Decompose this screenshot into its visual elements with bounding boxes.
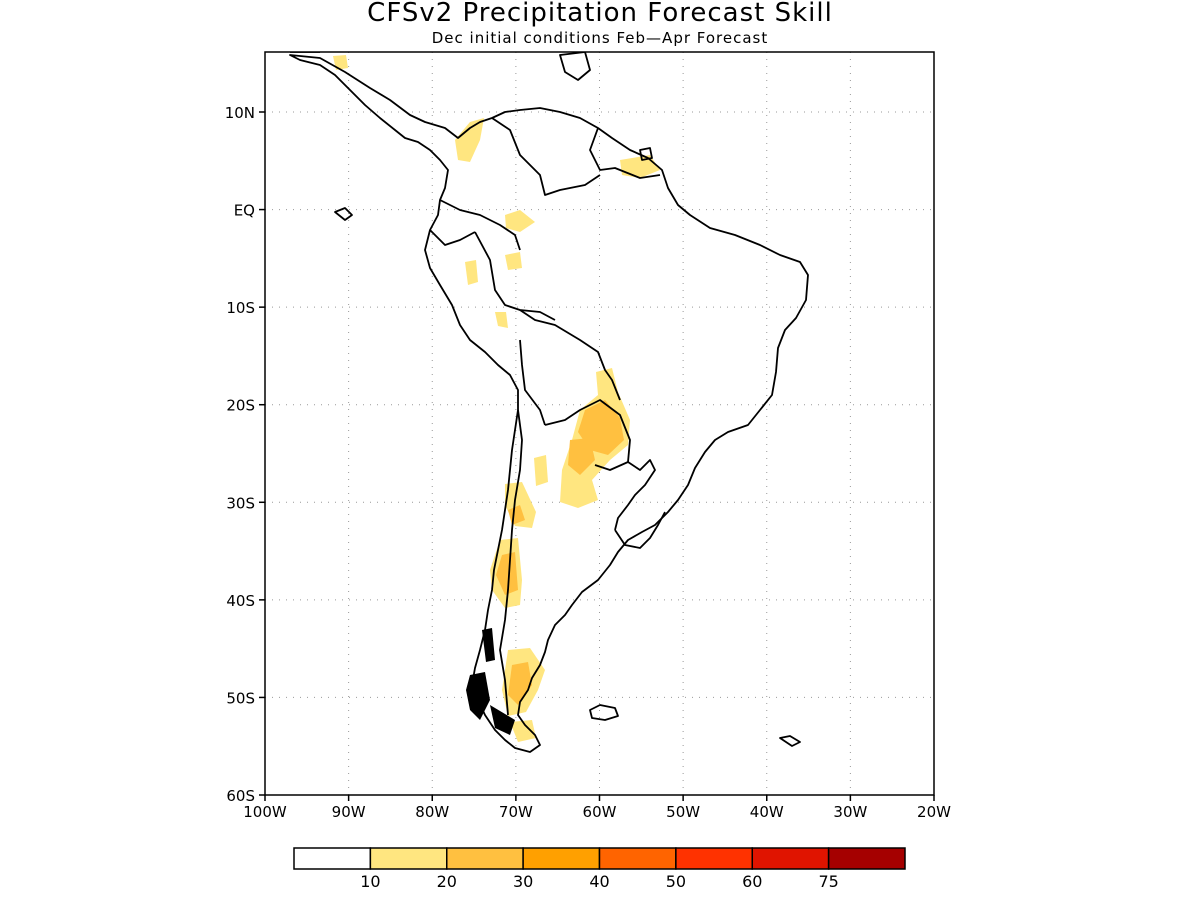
border-bolivia bbox=[519, 309, 621, 401]
colorbar-label: 30 bbox=[513, 872, 533, 891]
caribbean-islands bbox=[559, 52, 591, 81]
chart-title: CFSv2 Precipitation Forecast Skill bbox=[367, 0, 833, 28]
lat-tick-labels: 10N EQ 10S 20S 30S 40S 50S 60S bbox=[225, 104, 265, 805]
colorbar-swatch bbox=[293, 847, 372, 870]
coastline bbox=[289, 52, 809, 753]
lon-tick-label: 50W bbox=[666, 803, 700, 821]
colorbar-swatch bbox=[522, 847, 601, 870]
border-uruguay bbox=[614, 511, 666, 549]
colorbar-swatch bbox=[675, 847, 753, 870]
border-colombia-venezuela bbox=[491, 117, 601, 196]
skill-area-guiana bbox=[620, 155, 660, 178]
lat-tick-label: 40S bbox=[226, 592, 255, 610]
colorbar-label: 50 bbox=[666, 872, 686, 891]
border-chile-argentina bbox=[499, 409, 523, 716]
lon-tick-label: 60W bbox=[583, 803, 617, 821]
border-paraguay bbox=[544, 399, 631, 471]
lat-tick-label: 20S bbox=[226, 397, 255, 415]
skill-area-amazon-2 bbox=[505, 252, 522, 270]
lon-tick-label: 30W bbox=[833, 803, 867, 821]
colorbar-label: 60 bbox=[742, 872, 762, 891]
lon-tick-label: 100W bbox=[243, 803, 287, 821]
colorbar-label: 40 bbox=[589, 872, 609, 891]
lon-tick-labels: 100W 90W 80W 70W 60W 50W 40W 30W 20W bbox=[243, 795, 951, 821]
lat-tick-label: 60S bbox=[226, 787, 255, 805]
colorbar-label: 20 bbox=[437, 872, 457, 891]
border-guianas bbox=[589, 127, 661, 179]
colorbar-swatch bbox=[598, 847, 677, 870]
border-peru-brazil bbox=[474, 231, 556, 321]
colorbar-swatch bbox=[827, 847, 906, 870]
lat-tick-label: 10N bbox=[225, 104, 255, 122]
lat-tick-label: EQ bbox=[234, 202, 255, 220]
skill-core-chaco bbox=[568, 438, 595, 475]
colorbar-label: 75 bbox=[818, 872, 838, 891]
skill-area-peru bbox=[465, 260, 478, 285]
chart-subtitle: Dec initial conditions Feb—Apr Forecast bbox=[431, 29, 769, 47]
skill-shading-strong bbox=[496, 400, 624, 705]
lon-tick-label: 80W bbox=[415, 803, 449, 821]
lon-tick-label: 20W bbox=[917, 803, 951, 821]
skill-area-amazon-1 bbox=[505, 210, 535, 232]
skill-area-argentina bbox=[534, 455, 548, 486]
colorbar-swatch bbox=[751, 847, 830, 870]
border-bolivia-west bbox=[519, 339, 546, 426]
border-argentina-brazil bbox=[614, 459, 656, 531]
south-georgia bbox=[779, 735, 801, 747]
border-colombia-south bbox=[439, 199, 521, 251]
skill-area-panama bbox=[455, 118, 484, 162]
skill-area-tierra bbox=[510, 720, 536, 742]
skill-core-patagonia bbox=[508, 662, 532, 705]
colorbar-swatch bbox=[446, 847, 524, 870]
lon-tick-label: 70W bbox=[499, 803, 533, 821]
colorbar-label: 10 bbox=[360, 872, 380, 891]
lat-tick-label: 10S bbox=[226, 299, 255, 317]
galapagos bbox=[334, 207, 353, 221]
lat-tick-label: 30S bbox=[226, 494, 255, 512]
colorbar: 10 20 30 40 50 60 75 bbox=[293, 847, 906, 891]
skill-area-peru-2 bbox=[495, 312, 508, 328]
skill-shading bbox=[333, 55, 660, 742]
border-ecuador bbox=[429, 229, 476, 246]
skill-core-andes bbox=[496, 552, 518, 595]
skill-area-caribbean bbox=[333, 55, 348, 70]
colorbar-swatch bbox=[369, 847, 448, 870]
lon-tick-label: 40W bbox=[750, 803, 784, 821]
trinidad bbox=[639, 147, 653, 161]
chile-archipelago bbox=[466, 628, 515, 735]
lon-tick-label: 90W bbox=[332, 803, 366, 821]
lat-tick-label: 50S bbox=[226, 689, 255, 707]
falklands bbox=[589, 704, 619, 721]
south-america-coastline bbox=[289, 54, 809, 753]
